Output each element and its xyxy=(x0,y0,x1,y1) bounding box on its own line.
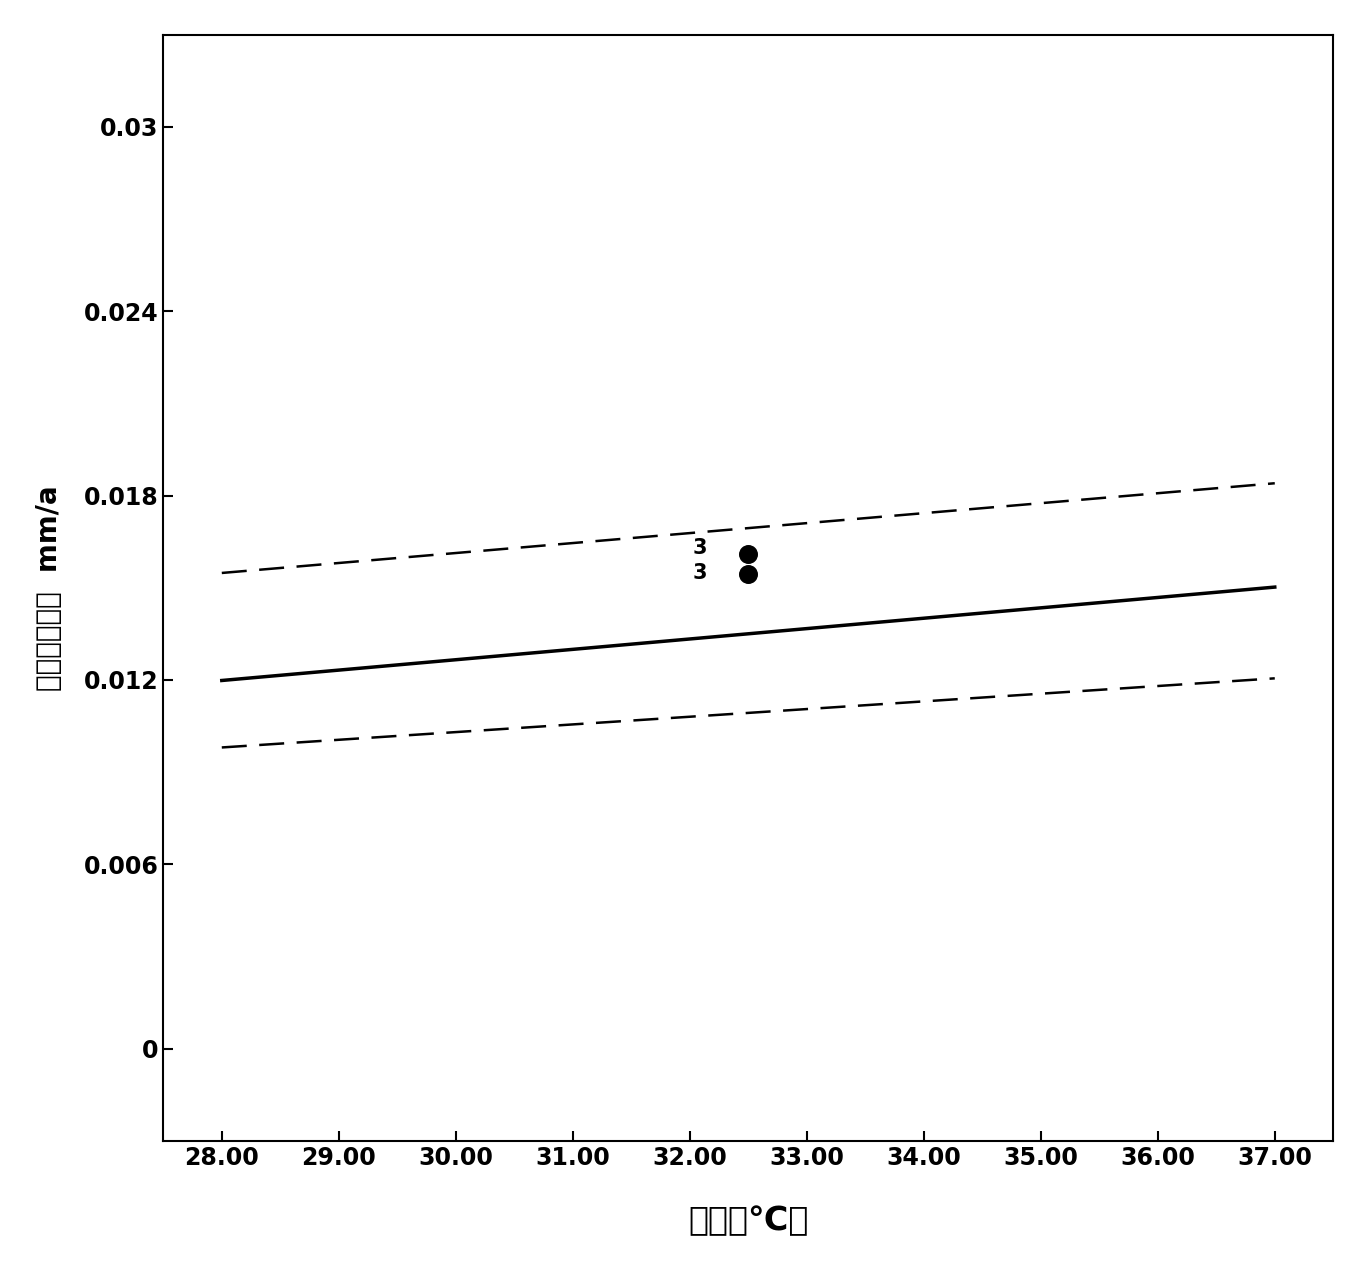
Y-axis label: 瞬时腐蚀速率  mm/a: 瞬时腐蚀速率 mm/a xyxy=(34,485,63,691)
Point xyxy=(737,563,759,584)
Text: 3: 3 xyxy=(692,538,707,557)
X-axis label: 温度（℃）: 温度（℃） xyxy=(688,1205,808,1238)
Point xyxy=(737,543,759,563)
Text: 3: 3 xyxy=(692,563,707,583)
